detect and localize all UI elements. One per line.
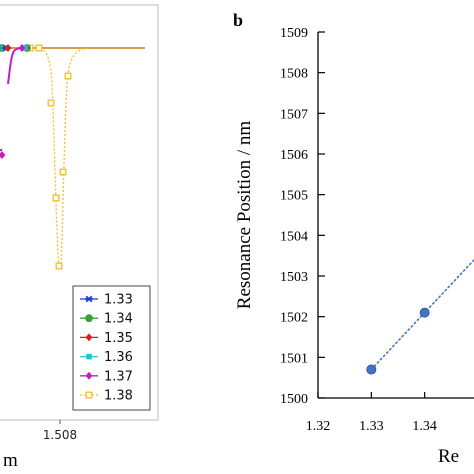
x-tick-label: 1.33 bbox=[359, 419, 384, 434]
panel-a-x-tick-label: 1.508 bbox=[43, 428, 77, 442]
panel-b-x-axis-label: Re bbox=[438, 446, 459, 467]
marker-1.38-1 bbox=[52, 194, 60, 202]
legend-label-1.36: 1.36 bbox=[104, 350, 133, 365]
marker-1.38-5 bbox=[35, 44, 43, 52]
y-tick-label: 1501 bbox=[280, 351, 308, 366]
legend-marker-1.33 bbox=[85, 295, 93, 303]
legend-box bbox=[72, 285, 151, 411]
legend-marker-1.38 bbox=[85, 391, 93, 399]
y-tick-label: 1508 bbox=[280, 67, 308, 82]
legend-entry-1.35: 1.35 bbox=[80, 331, 133, 346]
x-tick-label: 1.32 bbox=[306, 419, 331, 434]
panel-b-data bbox=[366, 258, 474, 375]
y-tick-label: 1503 bbox=[280, 270, 308, 285]
legend-entry-1.36: 1.36 bbox=[80, 350, 133, 365]
legend-entry-1.38: 1.38 bbox=[80, 389, 133, 404]
legend-entry-1.34: 1.34 bbox=[80, 312, 133, 327]
panel-b-axes bbox=[317, 32, 474, 399]
panel-a-x-axis-label: m bbox=[3, 450, 18, 471]
marker-1.38-0 bbox=[47, 99, 55, 107]
y-tick-label: 1505 bbox=[280, 189, 308, 204]
panel-b-label: b bbox=[233, 10, 243, 30]
y-tick-label: 1506 bbox=[280, 148, 308, 163]
y-tick-label: 1500 bbox=[280, 392, 308, 407]
marker-1.38-3 bbox=[59, 168, 67, 176]
legend-entry-1.37: 1.37 bbox=[80, 369, 133, 384]
legend-label-1.34: 1.34 bbox=[104, 312, 133, 327]
curve-1.38-dip bbox=[35, 47, 91, 269]
panel-a-spectrum-chart: 1.508 m 1.33 1.34 1.35 1.36 1.37 1.38 bbox=[0, 4, 159, 471]
panel-b-y-axis-label: Resonance Position / nm bbox=[234, 121, 255, 310]
legend-marker-1.37 bbox=[85, 371, 93, 380]
legend-marker-1.35 bbox=[85, 333, 93, 342]
legend-entry-1.33: 1.33 bbox=[80, 293, 133, 308]
y-tick-label: 1504 bbox=[280, 229, 308, 244]
data-point-1 bbox=[419, 307, 430, 318]
panel-b-y-ticks: 1500 1501 1502 1503 1504 1505 1506 1507 1508 1509 bbox=[280, 26, 325, 407]
legend-label-1.38: 1.38 bbox=[104, 389, 133, 404]
panel-b-x-ticks: 1.32 1.33 1.34 bbox=[306, 392, 437, 434]
legend-label-1.33: 1.33 bbox=[104, 293, 133, 308]
panel-b-resonance-chart: b Resonance Position / nm 15001501150215… bbox=[233, 10, 474, 467]
legend-marker-1.36 bbox=[86, 353, 92, 360]
marker-1.38-4 bbox=[64, 72, 72, 80]
panel-a-markers bbox=[0, 44, 72, 270]
marker-1.37-low bbox=[0, 151, 6, 159]
y-tick-label: 1507 bbox=[280, 107, 308, 122]
marker-1.35-8 bbox=[4, 44, 12, 52]
y-tick-label: 1509 bbox=[280, 26, 308, 41]
marker-1.37-4 bbox=[18, 44, 26, 52]
marker-1.38-2 bbox=[55, 262, 63, 270]
legend-label-1.35: 1.35 bbox=[104, 331, 133, 346]
x-tick-label: 1.34 bbox=[412, 419, 437, 434]
legend-marker-1.34 bbox=[85, 314, 93, 323]
y-tick-label: 1502 bbox=[280, 311, 308, 326]
legend-label-1.37: 1.37 bbox=[104, 369, 133, 384]
data-point-0 bbox=[366, 364, 377, 375]
panel-a-legend: 1.33 1.34 1.35 1.36 1.37 1.38 bbox=[72, 285, 151, 411]
